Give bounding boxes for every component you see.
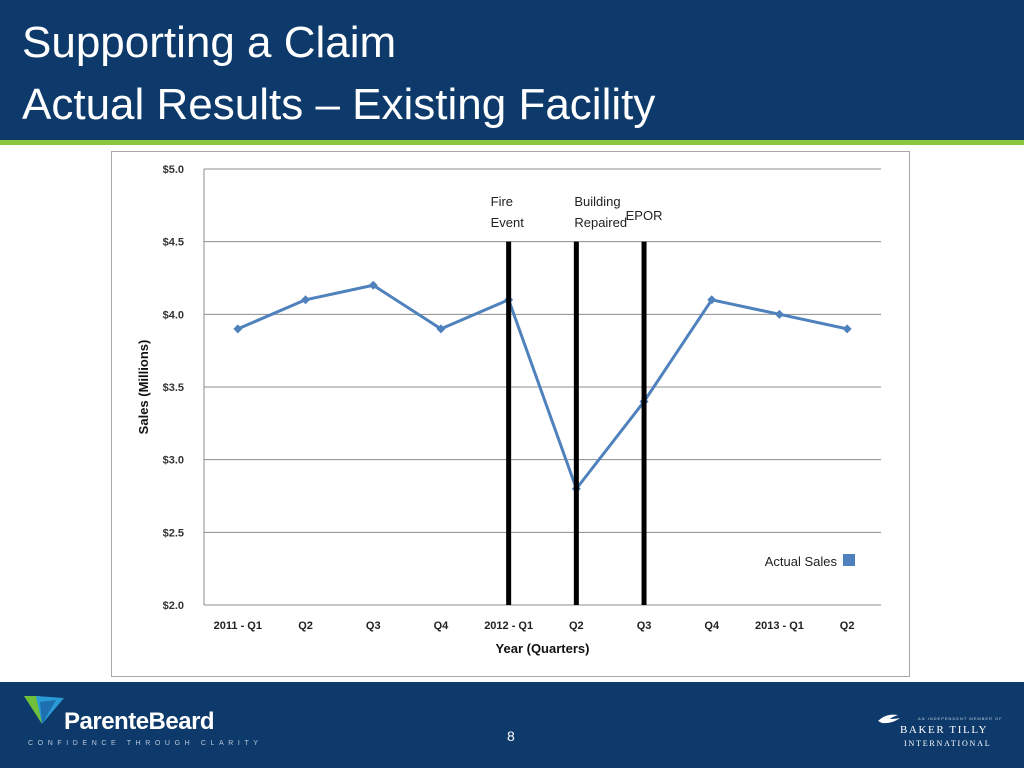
page-number: 8 — [507, 728, 515, 744]
x-tick-label: 2011 - Q1 — [214, 620, 262, 632]
y-tick-label: $2.0 — [163, 600, 184, 612]
header-accent-rule — [0, 140, 1024, 145]
data-point-marker — [436, 324, 446, 334]
legend-swatch — [843, 554, 855, 566]
data-point-marker — [842, 324, 852, 334]
baker-tilly-subtitle: INTERNATIONAL — [904, 739, 992, 748]
data-point-marker — [368, 280, 378, 290]
slide-title-line-1: Supporting a Claim — [22, 18, 397, 67]
x-tick-label: Q4 — [434, 620, 450, 632]
chart-frame: $2.0 $2.5 $3.0 $3.5 $4.0 $4.5 $5.0 2011 - Q1 Q2 Q… — [111, 151, 910, 677]
y-tick-label: $4.5 — [163, 237, 184, 249]
y-tick-label: $5.0 — [163, 164, 184, 176]
x-axis-title: Year (Quarters) — [496, 641, 590, 656]
data-point-marker — [301, 295, 311, 305]
x-tick-label: Q3 — [366, 620, 381, 632]
x-tick-label: Q2 — [569, 620, 584, 632]
y-tick-label: $3.5 — [163, 382, 184, 394]
y-tick-label: $4.0 — [163, 309, 184, 321]
x-tick-label: Q3 — [637, 620, 652, 632]
baker-tilly-logo-icon — [878, 714, 900, 724]
actual-sales-line — [237, 283, 848, 491]
y-tick-label: $2.5 — [163, 527, 184, 539]
x-tick-label: 2013 - Q1 — [755, 620, 804, 632]
event-marker-label: Event — [491, 215, 525, 230]
slide-header: Supporting a Claim Actual Results – Exis… — [0, 0, 1024, 140]
x-tick-label: Q4 — [704, 620, 720, 632]
event-marker-label: Building — [574, 194, 620, 209]
sales-line-chart: $2.0 $2.5 $3.0 $3.5 $4.0 $4.5 $5.0 2011 - Q1 Q2 Q… — [136, 164, 881, 656]
data-point-marker — [707, 295, 717, 305]
legend-label: Actual Sales — [765, 554, 838, 569]
baker-tilly-small-text: AN INDEPENDENT MEMBER OF — [918, 716, 1003, 721]
parentebeard-logo-text: ParenteBeard — [64, 708, 215, 735]
y-tick-label: $3.0 — [163, 455, 184, 467]
parentebeard-tagline: CONFIDENCE THROUGH CLARITY — [28, 740, 263, 747]
parentebeard-logo-icon — [24, 696, 64, 724]
data-point-marker — [233, 324, 243, 334]
baker-tilly-name: BAKER TILLY — [900, 724, 989, 736]
data-point-marker — [774, 309, 784, 319]
event-marker-label: EPOR — [626, 208, 663, 223]
x-tick-label: Q2 — [840, 620, 855, 632]
event-marker-label: Fire — [491, 194, 513, 209]
x-tick-label: 2012 - Q1 — [484, 620, 533, 632]
event-marker-label: Repaired — [574, 215, 627, 230]
slide-title-line-2: Actual Results – Existing Facility — [22, 80, 656, 129]
x-tick-label: Q2 — [298, 620, 313, 632]
y-axis-title: Sales (Millions) — [136, 340, 151, 435]
slide-footer: ParenteBeard CONFIDENCE THROUGH CLARITY … — [0, 682, 1024, 768]
